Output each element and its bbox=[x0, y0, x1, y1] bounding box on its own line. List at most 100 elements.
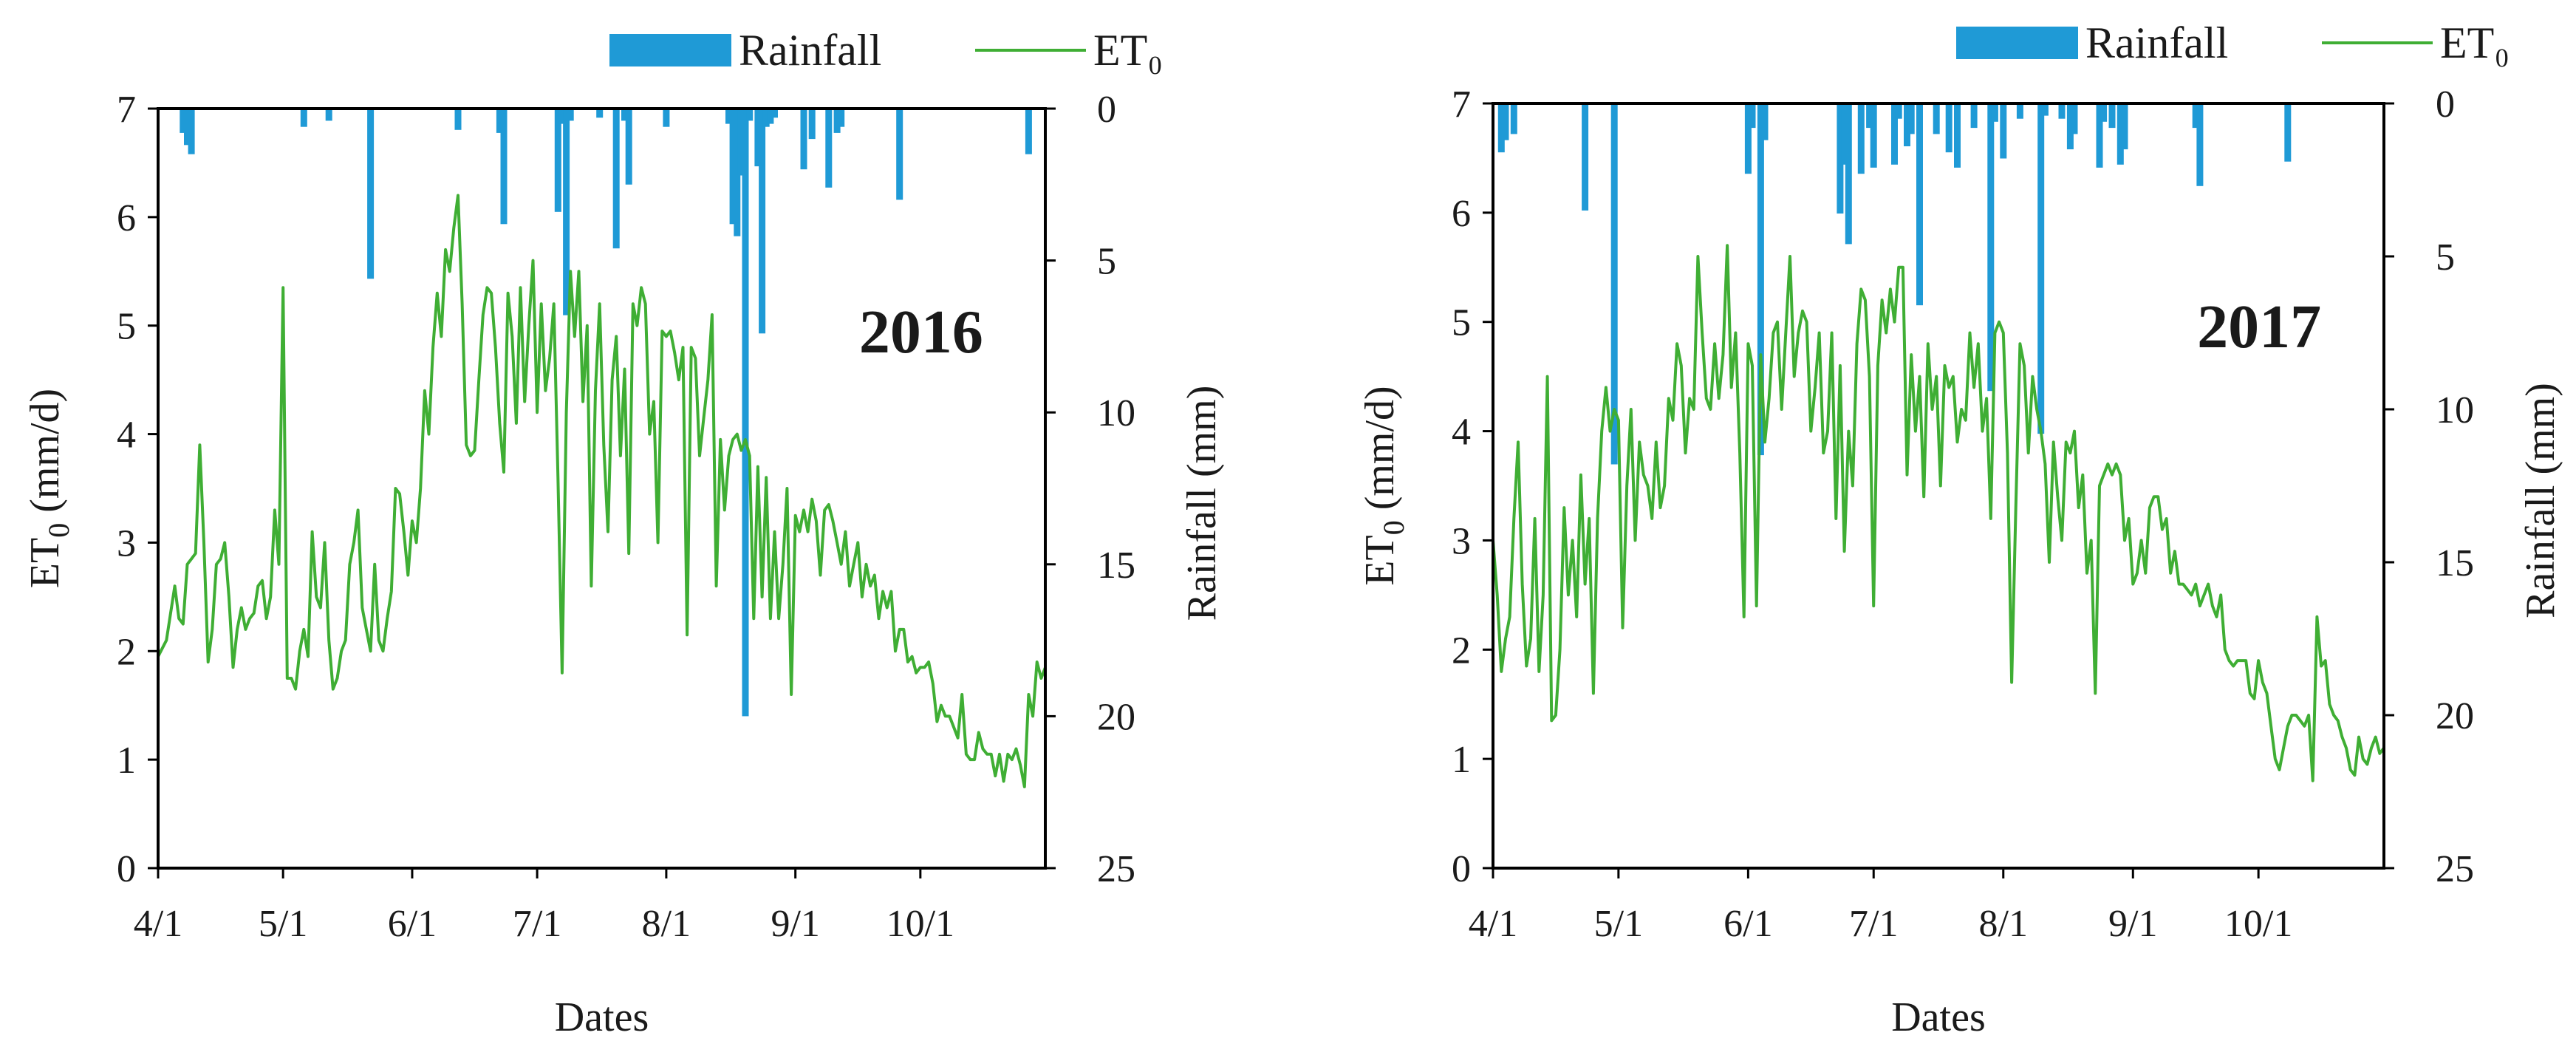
rainfall-bar bbox=[838, 109, 845, 127]
y-axis-title: ET0 (mm/d) bbox=[22, 389, 75, 588]
rainfall-bar bbox=[1945, 103, 1953, 153]
rainfall-bar bbox=[1866, 103, 1873, 129]
y-tick-label: 6 bbox=[117, 197, 136, 239]
rainfall-bar bbox=[2037, 103, 2045, 434]
x-tick-label: 8/1 bbox=[1979, 903, 2028, 945]
rainfall-bar bbox=[2096, 103, 2103, 168]
y2-tick-label: 10 bbox=[2436, 389, 2474, 431]
plot-frame bbox=[157, 107, 1047, 870]
y-axis-title-main: ET bbox=[1357, 535, 1403, 585]
x-tick-label: 5/1 bbox=[1594, 903, 1643, 945]
x-tick-label: 9/1 bbox=[2108, 903, 2157, 945]
right-panel: 0 1 2 3 4 5 6 7 0 5 10 15 20 25 4/1 5/1 6/1 7/1 8/1 9/1 10/1… bbox=[1357, 18, 2563, 1040]
rainfall-bar bbox=[2066, 103, 2074, 150]
y-tick-label: 1 bbox=[117, 740, 136, 782]
y-tick-label: 5 bbox=[1452, 302, 1471, 344]
y2-tick-label: 10 bbox=[1097, 392, 1135, 434]
y-axis-title-tail: (mm/d) bbox=[1357, 386, 1403, 520]
x-tick-label: 8/1 bbox=[642, 903, 691, 945]
y-tick-label: 7 bbox=[1452, 83, 1471, 126]
rainfall-bar bbox=[725, 109, 732, 124]
y-axis-title-sub: 0 bbox=[42, 523, 75, 538]
legend-et0-label: ET₀ bbox=[1093, 26, 1163, 75]
y-tick-label: 0 bbox=[117, 848, 136, 890]
x-tick-label: 6/1 bbox=[388, 903, 437, 945]
rainfall-bar bbox=[1502, 103, 1509, 140]
rainfall-bar bbox=[734, 109, 741, 236]
y-tick-label: 3 bbox=[1452, 520, 1471, 562]
rainfall-bar bbox=[2041, 103, 2049, 116]
rainfall-bar bbox=[1757, 103, 1764, 456]
rainfall-bar bbox=[1857, 103, 1865, 174]
rainfall-bar bbox=[1987, 103, 1995, 392]
y-axis-title-sub: 0 bbox=[1377, 520, 1410, 535]
x-tick-label: 6/1 bbox=[1723, 903, 1772, 945]
rainfall-bar bbox=[558, 109, 566, 124]
rainfall-bar bbox=[729, 109, 737, 225]
rainfall-bar bbox=[2284, 103, 2292, 162]
x-tick-label: 4/1 bbox=[1469, 903, 1517, 945]
rainfall-bar bbox=[663, 109, 670, 127]
rainfall-bar bbox=[754, 109, 762, 167]
rainfall-bar bbox=[742, 109, 749, 717]
rainfall-bar bbox=[496, 109, 503, 133]
year-label: 2016 bbox=[859, 298, 983, 366]
rainfall-bar bbox=[1025, 109, 1032, 154]
rainfall-bar bbox=[1845, 103, 1852, 245]
rainfall-bar bbox=[300, 109, 307, 127]
y2-tick-label: 20 bbox=[1097, 696, 1135, 738]
rainfall-bar bbox=[625, 109, 632, 185]
rainfall-bar bbox=[1904, 103, 1910, 146]
rainfall-bar bbox=[1907, 103, 1915, 134]
y2-tick-label: 5 bbox=[1097, 241, 1116, 283]
legend-rainfall-swatch bbox=[1956, 27, 2078, 59]
y2-tick-label: 25 bbox=[2436, 848, 2474, 890]
rainfall-bar bbox=[596, 109, 604, 118]
rainfall-bar bbox=[746, 109, 754, 121]
y-tick-label: 4 bbox=[1452, 412, 1471, 454]
rainfall-bar bbox=[759, 109, 766, 334]
y-tick-label: 1 bbox=[1452, 739, 1471, 781]
rainfall-bar bbox=[2117, 103, 2124, 165]
legend-rainfall-label: Rainfall bbox=[2085, 18, 2228, 67]
y-tick-label: 6 bbox=[1452, 193, 1471, 235]
rainfall-bar bbox=[2108, 103, 2116, 129]
x-tick-label: 5/1 bbox=[259, 903, 307, 945]
y2-axis-title: Rainfall (mm) bbox=[2518, 383, 2563, 618]
rainfall-bar bbox=[1837, 103, 1844, 214]
legend-et0-label: ET₀ bbox=[2440, 18, 2510, 67]
et0-line bbox=[157, 194, 1047, 788]
rainfall-bar bbox=[1933, 103, 1940, 134]
rainfall-bar bbox=[1954, 103, 1961, 168]
y-tick-label: 7 bbox=[117, 89, 136, 131]
y-tick-label: 0 bbox=[1452, 848, 1471, 890]
rainfall-bar bbox=[1841, 103, 1848, 165]
rainfall-bar bbox=[554, 109, 561, 212]
plot-frame bbox=[1492, 102, 2385, 870]
rainfall-bar bbox=[771, 109, 778, 118]
legend: Rainfall ET₀ bbox=[1956, 18, 2510, 67]
rainfall-bar bbox=[1610, 103, 1618, 465]
x-tick-label: 9/1 bbox=[771, 903, 819, 945]
rainfall-bar bbox=[825, 109, 833, 188]
rainfall-bar bbox=[325, 109, 332, 121]
y-tick-label: 5 bbox=[117, 306, 136, 348]
rainfall-bar bbox=[762, 109, 770, 127]
y2-tick-label: 20 bbox=[2436, 695, 2474, 737]
rainfall-bar bbox=[180, 109, 187, 133]
x-tick-label: 7/1 bbox=[513, 903, 561, 945]
et0-line bbox=[1492, 244, 2385, 782]
rainfall-bar bbox=[1749, 103, 1756, 129]
rainfall-bar bbox=[1870, 103, 1877, 168]
rainfall-bar bbox=[800, 109, 807, 170]
rainfall-bar bbox=[567, 109, 574, 121]
x-tick-label: 4/1 bbox=[134, 903, 182, 945]
left-panel: 0 1 2 3 4 5 6 7 0 5 10 15 20 25 4/1 5/1 6/1 7/1 8/1 9/1 10/1… bbox=[22, 26, 1225, 1040]
rainfall-bar bbox=[2121, 103, 2128, 150]
y-tick-label: 4 bbox=[117, 414, 136, 457]
x-axis-title: Dates bbox=[555, 994, 649, 1040]
x-tick-label: 7/1 bbox=[1849, 903, 1898, 945]
rainfall-bar bbox=[1891, 103, 1898, 165]
rainfall-bar bbox=[612, 109, 620, 249]
